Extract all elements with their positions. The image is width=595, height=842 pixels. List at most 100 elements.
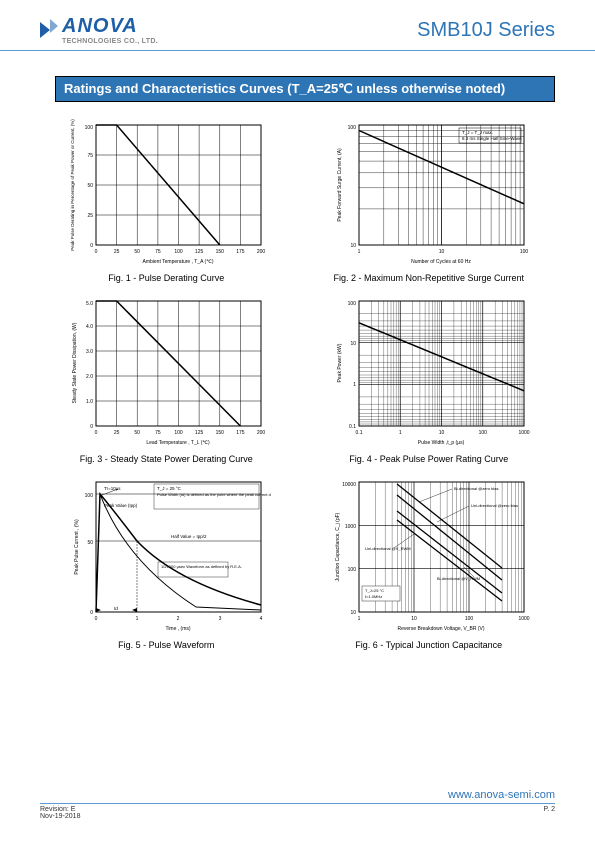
- page-footer: www.anova-semi.com Revision: E Nov-19-20…: [0, 785, 595, 820]
- svg-text:Bi-directional @zero bias: Bi-directional @zero bias: [454, 486, 499, 491]
- svg-text:2.0: 2.0: [86, 374, 93, 380]
- company-sub: TECHNOLOGIES CO., LTD.: [62, 38, 158, 45]
- svg-text:0.1: 0.1: [355, 430, 362, 436]
- svg-text:25: 25: [114, 430, 120, 436]
- svg-text:Pulse Width (td) is defined as: Pulse Width (td) is defined as the point…: [157, 492, 271, 497]
- svg-text:4.0: 4.0: [86, 324, 93, 330]
- svg-text:50: 50: [88, 183, 94, 189]
- svg-text:1: 1: [136, 616, 139, 622]
- fig4-svg: 0.11101001000 0.1110100 Pulse Width ,t_p…: [324, 293, 534, 448]
- svg-text:0.1: 0.1: [349, 424, 356, 430]
- svg-text:0: 0: [90, 424, 93, 430]
- svg-text:Peak Forward Surge Current, (A: Peak Forward Surge Current, (A): [337, 148, 343, 222]
- svg-text:25: 25: [114, 249, 120, 255]
- chart-fig4: 0.11101001000 0.1110100 Pulse Width ,t_p…: [318, 293, 541, 464]
- logo-icon: [40, 19, 58, 41]
- svg-text:3: 3: [219, 616, 222, 622]
- svg-text:Steady State Power Dissipation: Steady State Power Dissipation, (W): [72, 322, 78, 403]
- svg-text:1: 1: [357, 249, 360, 255]
- footer-url: www.anova-semi.com: [448, 789, 555, 801]
- svg-text:10: 10: [350, 341, 356, 347]
- svg-text:50: 50: [88, 540, 94, 546]
- svg-text:200: 200: [257, 249, 266, 255]
- series-title: SMB10J Series: [417, 19, 555, 42]
- chart-fig6: 1101001000 10100100010000 Reverse Breakd…: [318, 474, 541, 650]
- svg-text:2: 2: [177, 616, 180, 622]
- svg-text:T_J = 25 °C: T_J = 25 °C: [157, 486, 182, 491]
- section-banner: Ratings and Characteristics Curves (T_A=…: [55, 76, 555, 102]
- svg-text:100: 100: [175, 249, 184, 255]
- fig6-caption: Fig. 6 - Typical Junction Capacitance: [355, 640, 502, 650]
- svg-text:200: 200: [257, 430, 266, 436]
- svg-text:50: 50: [135, 430, 141, 436]
- svg-text:100: 100: [85, 125, 94, 131]
- svg-text:Number of Cycles at 60 Hz: Number of Cycles at 60 Hz: [411, 259, 471, 265]
- svg-text:Peak Pulse Derating in Percent: Peak Pulse Derating in Percentage of Pea…: [70, 119, 75, 251]
- svg-text:100: 100: [175, 430, 184, 436]
- fig5-svg: 01234 050100 Time , (ms) Peak Pulse Curr…: [61, 474, 271, 634]
- svg-text:10: 10: [438, 249, 444, 255]
- svg-text:1000: 1000: [518, 430, 529, 436]
- svg-text:1.0: 1.0: [86, 399, 93, 405]
- svg-text:Tr=10µs: Tr=10µs: [104, 486, 121, 491]
- svg-text:0: 0: [95, 430, 98, 436]
- svg-text:Peak Value (Ipp): Peak Value (Ipp): [104, 503, 138, 508]
- chart-fig5: 01234 050100 Time , (ms) Peak Pulse Curr…: [55, 474, 278, 650]
- svg-text:10: 10: [438, 430, 444, 436]
- svg-text:f=1.0MHz: f=1.0MHz: [365, 594, 382, 599]
- svg-text:175: 175: [236, 430, 245, 436]
- svg-text:4: 4: [260, 616, 263, 622]
- footer-date: Nov-19-2018: [40, 813, 80, 820]
- svg-text:0: 0: [95, 249, 98, 255]
- svg-text:100: 100: [465, 616, 474, 622]
- fig3-caption: Fig. 3 - Steady State Power Derating Cur…: [80, 454, 253, 464]
- svg-text:Peak Power (kW): Peak Power (kW): [337, 343, 343, 382]
- charts-container: 0255075100125150175200 0255075100 Ambien…: [0, 117, 595, 650]
- fig5-caption: Fig. 5 - Pulse Waveform: [118, 640, 214, 650]
- svg-text:100: 100: [520, 249, 529, 255]
- svg-text:10/1000 µsec Waveform as defin: 10/1000 µsec Waveform as defined by R.E.…: [161, 564, 242, 569]
- svg-text:1000: 1000: [518, 616, 529, 622]
- svg-text:10: 10: [350, 610, 356, 616]
- svg-text:Peak Pulse Current , (%): Peak Pulse Current , (%): [74, 519, 80, 575]
- logo-area: ANOVA TECHNOLOGIES CO., LTD.: [40, 15, 158, 45]
- chart-fig3: 0255075100125150175200 01.02.03.04.05.0 …: [55, 293, 278, 464]
- svg-text:1000: 1000: [345, 524, 356, 530]
- chart-fig2: 110100 10100 Number of Cycles at 60 Hz P…: [318, 117, 541, 283]
- svg-text:Ambient Temperature , T_A (℃): Ambient Temperature , T_A (℃): [143, 259, 214, 265]
- svg-text:25: 25: [88, 213, 94, 219]
- svg-text:T_J = T_J max.: T_J = T_J max.: [462, 130, 493, 135]
- chart-fig1: 0255075100125150175200 0255075100 Ambien…: [55, 117, 278, 283]
- svg-text:50: 50: [135, 249, 141, 255]
- svg-text:100: 100: [347, 301, 356, 307]
- svg-text:125: 125: [195, 430, 204, 436]
- svg-text:150: 150: [216, 249, 225, 255]
- svg-text:Reverse Breakdown Voltage, V_: Reverse Breakdown Voltage, V_BR (V): [397, 626, 484, 632]
- fig1-svg: 0255075100125150175200 0255075100 Ambien…: [61, 117, 271, 267]
- svg-text:10: 10: [411, 616, 417, 622]
- svg-text:td: td: [114, 606, 118, 611]
- svg-text:Pulse Width ,t_p (µs): Pulse Width ,t_p (µs): [417, 440, 464, 446]
- footer-page: P. 2: [543, 806, 555, 820]
- svg-text:Half Value = Ipp/2: Half Value = Ipp/2: [171, 534, 207, 539]
- svg-text:0: 0: [90, 243, 93, 249]
- svg-text:1: 1: [353, 382, 356, 388]
- fig4-caption: Fig. 4 - Peak Pulse Power Rating Curve: [349, 454, 508, 464]
- svg-text:3.0: 3.0: [86, 349, 93, 355]
- svg-text:10000: 10000: [342, 482, 356, 488]
- svg-text:75: 75: [155, 249, 161, 255]
- fig1-caption: Fig. 1 - Pulse Derating Curve: [108, 273, 224, 283]
- svg-text:100: 100: [85, 493, 94, 499]
- svg-text:8.3 ms Single Half Sine-Wave: 8.3 ms Single Half Sine-Wave: [462, 136, 522, 141]
- svg-text:Lead Temperature , T_L (℃): Lead Temperature , T_L (℃): [147, 440, 211, 446]
- svg-text:100: 100: [478, 430, 487, 436]
- svg-text:5.0: 5.0: [86, 301, 93, 307]
- fig2-caption: Fig. 2 - Maximum Non-Repetitive Surge Cu…: [333, 273, 524, 283]
- svg-text:10: 10: [350, 243, 356, 249]
- svg-text:0: 0: [95, 616, 98, 622]
- svg-text:125: 125: [195, 249, 204, 255]
- svg-text:Time , (ms): Time , (ms): [166, 626, 191, 632]
- page-header: ANOVA TECHNOLOGIES CO., LTD. SMB10J Seri…: [0, 0, 595, 51]
- svg-text:75: 75: [155, 430, 161, 436]
- svg-text:Uni-directional @V_RWM: Uni-directional @V_RWM: [365, 546, 411, 551]
